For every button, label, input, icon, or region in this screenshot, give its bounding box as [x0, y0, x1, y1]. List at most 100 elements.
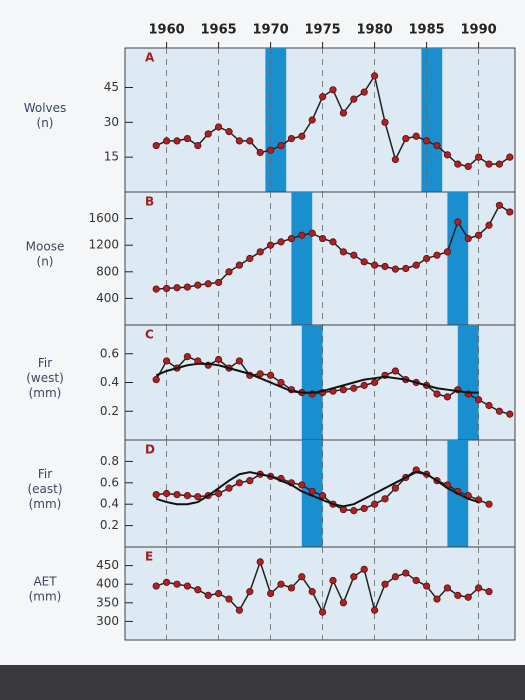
- data-point: [443, 248, 451, 256]
- data-point: [329, 576, 337, 585]
- series-line: [155, 362, 479, 394]
- data-point: [350, 384, 358, 392]
- data-point: [495, 407, 503, 415]
- data-point: [308, 487, 316, 495]
- data-point: [350, 573, 358, 581]
- data-point: [474, 231, 483, 239]
- data-point: [308, 116, 316, 124]
- y-tick-label: 15: [104, 150, 119, 164]
- data-point: [246, 254, 254, 263]
- data-point: [163, 137, 171, 145]
- highlight-band: [421, 48, 443, 192]
- data-point: [256, 248, 264, 256]
- y-tick-label: 1600: [88, 211, 119, 225]
- data-point: [464, 593, 472, 601]
- data-point: [485, 221, 493, 229]
- data-point: [256, 558, 264, 566]
- data-point: [277, 580, 285, 588]
- data-point: [298, 573, 306, 581]
- data-point: [422, 582, 431, 590]
- data-point: [339, 599, 347, 607]
- data-point: [506, 208, 514, 216]
- x-tick-label: 1975: [305, 23, 341, 38]
- data-point: [474, 153, 483, 161]
- panel-letter: A: [145, 51, 155, 65]
- data-point: [298, 481, 306, 489]
- data-point: [235, 137, 243, 145]
- data-point: [360, 258, 368, 266]
- data-point: [287, 134, 295, 143]
- y-axis-label: (mm): [29, 386, 62, 400]
- data-point: [422, 254, 431, 263]
- data-point: [329, 238, 337, 246]
- data-point: [402, 134, 410, 143]
- data-point: [163, 489, 171, 498]
- y-axis-label: (mm): [29, 590, 62, 604]
- data-point: [256, 370, 264, 378]
- x-tick-label: 1970: [253, 23, 289, 38]
- data-point: [360, 504, 368, 513]
- data-point: [370, 261, 379, 269]
- data-point: [391, 573, 399, 581]
- data-point: [412, 261, 420, 269]
- data-point: [350, 95, 358, 103]
- data-point: [204, 280, 212, 288]
- data-point: [277, 238, 285, 246]
- y-axis-label: (n): [37, 116, 54, 130]
- data-point: [163, 357, 171, 365]
- data-point: [412, 132, 420, 140]
- y-axis-label: (east): [27, 482, 62, 496]
- data-point: [266, 589, 275, 598]
- data-point: [506, 410, 514, 418]
- data-point: [152, 490, 160, 499]
- panel-background: [124, 47, 516, 193]
- highlight-band: [447, 192, 469, 325]
- data-point: [163, 284, 171, 293]
- y-axis-label: Fir: [38, 467, 52, 481]
- highlight-band: [301, 325, 323, 440]
- data-point: [370, 378, 379, 387]
- data-point: [402, 264, 410, 273]
- data-point: [443, 584, 451, 592]
- data-point: [350, 507, 358, 515]
- data-point: [339, 386, 347, 394]
- data-point: [204, 591, 212, 599]
- y-tick-label: 300: [96, 614, 119, 628]
- data-point: [318, 492, 327, 500]
- data-point: [183, 582, 191, 590]
- data-point: [173, 137, 181, 145]
- data-point: [454, 218, 462, 226]
- data-point: [474, 584, 483, 592]
- y-axis-label: Moose: [26, 240, 65, 254]
- data-point: [298, 132, 306, 140]
- data-point: [433, 390, 441, 398]
- data-point: [381, 495, 389, 503]
- data-point: [485, 401, 493, 410]
- data-point: [215, 489, 223, 498]
- data-point: [152, 376, 160, 384]
- data-point: [266, 241, 275, 249]
- data-point: [391, 484, 399, 492]
- data-point: [339, 109, 347, 117]
- data-point: [381, 262, 389, 271]
- x-tick-label: 1960: [149, 23, 185, 38]
- data-point: [433, 251, 441, 259]
- data-point: [183, 353, 191, 361]
- y-axis-label: (west): [26, 371, 64, 385]
- data-point: [422, 137, 431, 145]
- data-point: [360, 565, 368, 573]
- data-point: [329, 86, 337, 94]
- data-point: [225, 268, 233, 276]
- data-point: [235, 357, 243, 365]
- data-point: [298, 231, 306, 239]
- screen-bezel: [0, 665, 525, 700]
- data-point: [215, 123, 223, 131]
- data-point: [370, 72, 379, 80]
- data-point: [152, 141, 160, 150]
- data-point: [391, 367, 399, 375]
- x-tick-label: 1985: [409, 23, 445, 38]
- x-tick-label: 1965: [201, 23, 237, 38]
- data-point: [287, 584, 295, 592]
- data-point: [350, 251, 358, 259]
- data-point: [194, 493, 202, 501]
